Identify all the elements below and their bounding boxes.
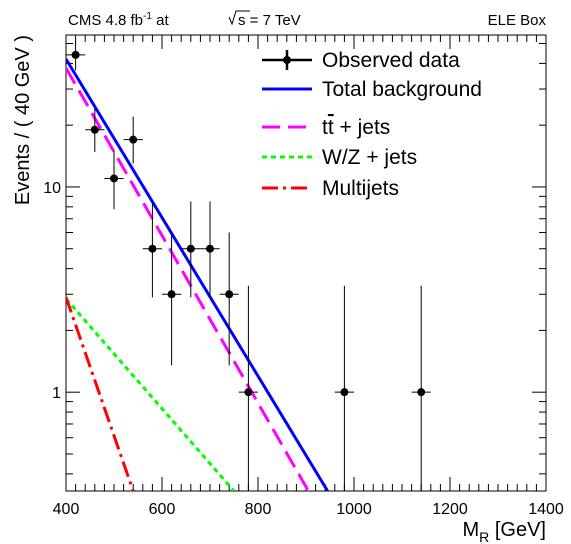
data-point-marker [148, 244, 157, 253]
data-point-marker [206, 244, 214, 253]
legend-label-ttbar: tt + jets [322, 116, 390, 139]
legend-symbol-observed-marker [283, 56, 291, 64]
header-experiment: CMS 4.8 fb-1 at [68, 11, 169, 29]
legend-entry-observed: Observed data [262, 49, 460, 72]
legend-entry-multijets: Multijets [262, 177, 399, 200]
header-box-label: ELE Box [488, 12, 547, 29]
x-tick-label: 400 [53, 501, 80, 518]
data-point-marker [110, 174, 118, 183]
data-point-marker [71, 50, 80, 59]
data-point-marker [167, 290, 176, 299]
legend-entry-wz: W/Z + jets [262, 146, 417, 169]
x-tick-label: 1400 [528, 501, 564, 518]
y-tick-label: 10 [43, 180, 61, 197]
x-tick-label: 1200 [432, 501, 468, 518]
y-axis-label: Events / ( 40 GeV ) [12, 35, 34, 205]
curve-total-background [66, 58, 329, 491]
header-energy: s = 7 TeV [238, 12, 301, 29]
x-tick-label: 600 [149, 501, 176, 518]
legend-entry-total-background: Total background [262, 78, 482, 101]
data-point-marker [244, 388, 253, 397]
legend-label-total-background: Total background [322, 78, 482, 101]
curve-multijets [66, 296, 135, 491]
x-tick-label: 800 [245, 501, 272, 518]
x-tick-labels: 400 600 800 1000 1200 1400 [53, 501, 564, 518]
data-point-marker [90, 125, 99, 134]
plot-frame [65, 34, 547, 492]
y-tick-label: 1 [52, 385, 61, 402]
legend-entry-ttbar: tt + jets [262, 116, 390, 139]
y-tick-labels: 1 10 [43, 180, 61, 402]
legend-label-observed: Observed data [322, 49, 460, 72]
x-tick-label: 1000 [336, 501, 372, 518]
sqrt-symbol [228, 10, 250, 26]
curve-w-z-jets [66, 297, 236, 491]
legend-label-multijets: Multijets [322, 177, 399, 200]
axis-ticks [65, 35, 547, 491]
data-point-marker [417, 388, 426, 397]
data-point-marker [340, 388, 349, 397]
x-axis-label: MR [GeV] [463, 519, 547, 544]
data-point-marker [186, 244, 195, 253]
data-point-marker [225, 290, 234, 299]
data-point-marker [129, 135, 138, 144]
curve-tt-jets [66, 67, 310, 491]
legend: Observed data Total background tt + jets… [262, 49, 482, 200]
legend-label-wz: W/Z + jets [322, 146, 417, 169]
background-curves [66, 58, 329, 491]
observed-data-points [66, 41, 431, 491]
